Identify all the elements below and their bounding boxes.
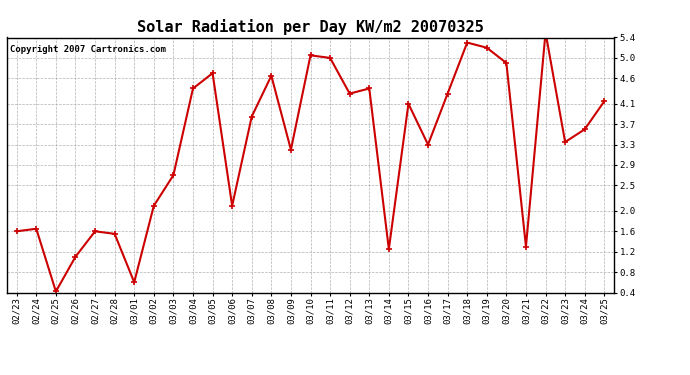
Text: Copyright 2007 Cartronics.com: Copyright 2007 Cartronics.com [10, 45, 166, 54]
Title: Solar Radiation per Day KW/m2 20070325: Solar Radiation per Day KW/m2 20070325 [137, 19, 484, 35]
